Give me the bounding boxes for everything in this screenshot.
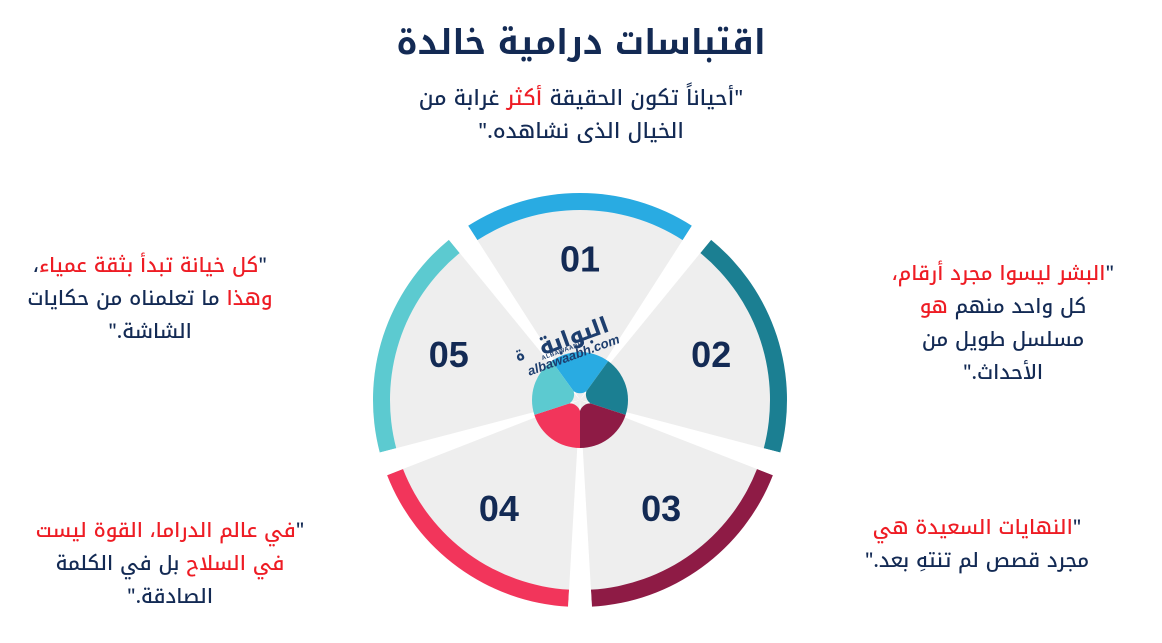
svg-text:05: 05 (429, 334, 469, 375)
svg-text:01: 01 (560, 239, 600, 280)
svg-text:04: 04 (479, 488, 519, 529)
svg-text:02: 02 (691, 334, 731, 375)
svg-text:03: 03 (641, 488, 681, 529)
